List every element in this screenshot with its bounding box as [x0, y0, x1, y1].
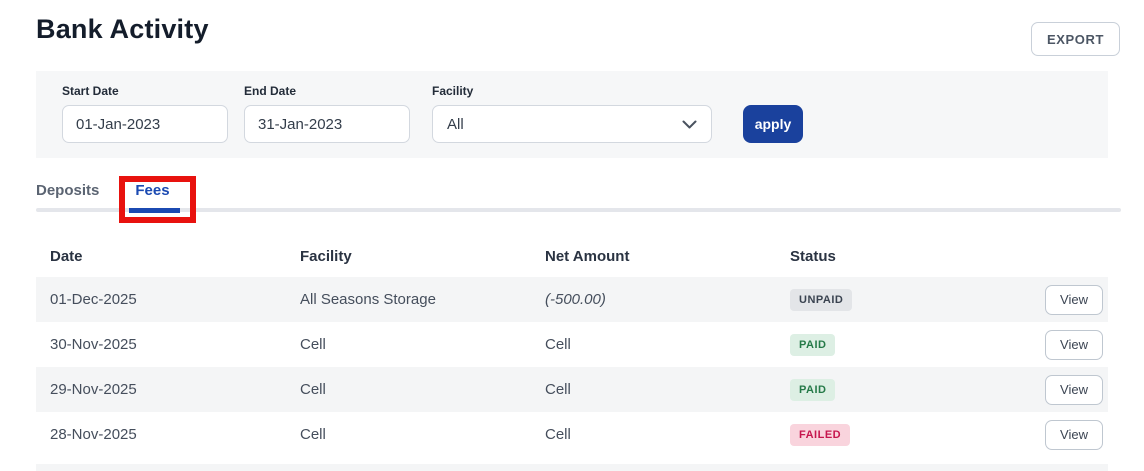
facility-label: Facility	[432, 84, 474, 98]
row-status-cell: PAID	[776, 378, 1026, 401]
view-button[interactable]: View	[1045, 374, 1103, 405]
row-status-cell: UNPAID	[776, 288, 1026, 311]
tab-bar: Deposits Fees	[36, 182, 170, 199]
row-net-amount: Cell	[545, 426, 571, 443]
page-title: Bank Activity	[36, 14, 209, 44]
chevron-down-icon	[682, 116, 697, 133]
tab-fees[interactable]: Fees	[135, 182, 170, 199]
apply-button[interactable]: apply	[743, 105, 803, 143]
facility-field: Facility All	[432, 84, 712, 143]
status-badge: FAILED	[790, 423, 851, 446]
filter-bar: Start Date End Date Facility All apply	[36, 71, 1108, 158]
row-facility: Cell	[300, 336, 326, 353]
table-row-partial	[36, 464, 1108, 471]
row-facility: Cell	[300, 381, 326, 398]
export-button[interactable]: EXPORT	[1030, 22, 1120, 56]
view-button[interactable]: View	[1045, 329, 1103, 360]
row-date: 29-Nov-2025	[50, 381, 137, 398]
end-date-input[interactable]	[244, 105, 410, 143]
table-row: 01-Dec-2025 All Seasons Storage (-500.00…	[36, 277, 1108, 322]
facility-selected-value: All	[447, 115, 464, 133]
row-net-amount: Cell	[545, 381, 571, 398]
start-date-field: Start Date	[62, 84, 228, 143]
row-date: 28-Nov-2025	[50, 426, 137, 443]
row-date: 01-Dec-2025	[50, 291, 137, 308]
table-body: 01-Dec-2025 All Seasons Storage (-500.00…	[36, 277, 1108, 457]
tab-divider	[36, 208, 1121, 212]
column-header-net-amount: Net Amount	[545, 247, 630, 265]
row-net-amount: (-500.00)	[545, 291, 606, 308]
row-facility: Cell	[300, 426, 326, 443]
row-action-cell: View	[1026, 374, 1108, 405]
row-facility: All Seasons Storage	[300, 291, 436, 308]
row-status-cell: PAID	[776, 333, 1026, 356]
fees-table: Date Facility Net Amount Status 01-Dec-2…	[36, 235, 1108, 457]
table-row: 28-Nov-2025 Cell Cell FAILED View	[36, 412, 1108, 457]
end-date-label: End Date	[244, 84, 297, 98]
start-date-label: Start Date	[62, 84, 119, 98]
row-action-cell: View	[1026, 284, 1108, 315]
status-badge: PAID	[790, 378, 836, 401]
start-date-input[interactable]	[62, 105, 228, 143]
row-date: 30-Nov-2025	[50, 336, 137, 353]
view-button[interactable]: View	[1045, 419, 1103, 450]
column-header-status: Status	[790, 247, 836, 265]
active-tab-underline	[129, 208, 180, 213]
row-status-cell: FAILED	[776, 423, 1026, 446]
column-header-date: Date	[50, 247, 83, 265]
end-date-field: End Date	[244, 84, 410, 143]
status-badge: UNPAID	[790, 288, 853, 311]
column-header-facility: Facility	[300, 247, 352, 265]
table-header-row: Date Facility Net Amount Status	[36, 235, 1108, 277]
table-row: 30-Nov-2025 Cell Cell PAID View	[36, 322, 1108, 367]
row-action-cell: View	[1026, 419, 1108, 450]
tab-deposits[interactable]: Deposits	[36, 182, 100, 199]
row-net-amount: Cell	[545, 336, 571, 353]
facility-select[interactable]: All	[432, 105, 712, 143]
table-row: 29-Nov-2025 Cell Cell PAID View	[36, 367, 1108, 412]
status-badge: PAID	[790, 333, 836, 356]
row-action-cell: View	[1026, 329, 1108, 360]
view-button[interactable]: View	[1045, 284, 1103, 315]
